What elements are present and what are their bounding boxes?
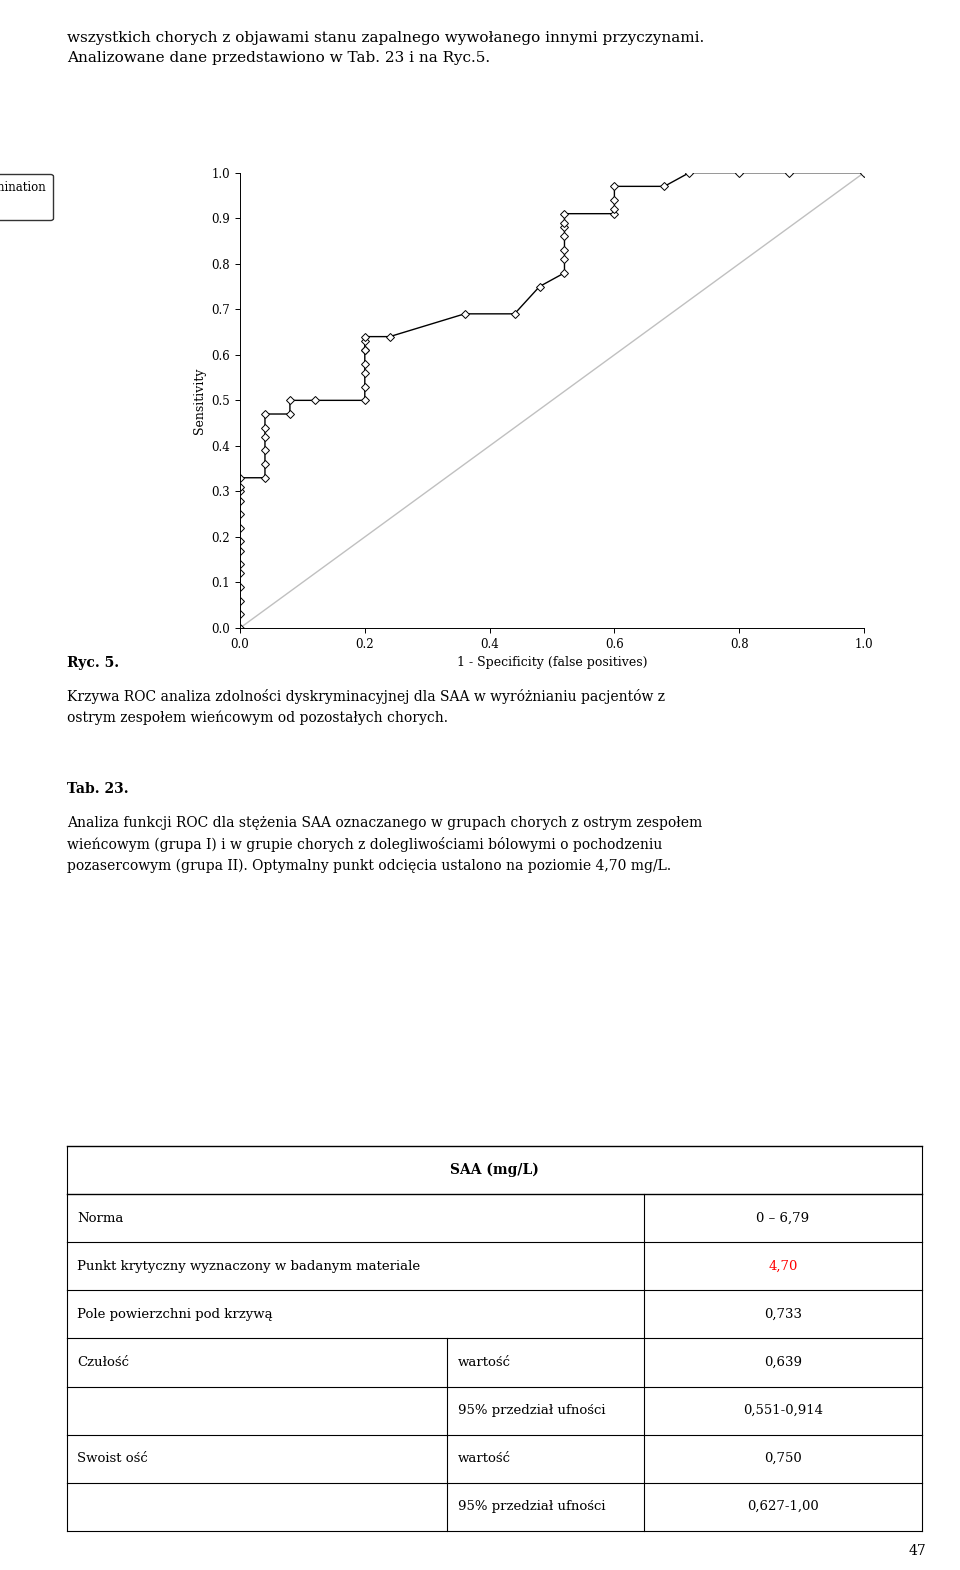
- Text: Swoist ość: Swoist ość: [78, 1452, 148, 1465]
- Text: 0 – 6,79: 0 – 6,79: [756, 1212, 809, 1225]
- Text: Pole powierzchni pod krzywą: Pole powierzchni pod krzywą: [78, 1308, 273, 1320]
- Text: 0,627-1,00: 0,627-1,00: [747, 1501, 819, 1513]
- Text: 4,70: 4,70: [768, 1259, 798, 1273]
- Text: 0,551-0,914: 0,551-0,914: [743, 1404, 823, 1418]
- Text: wartość: wartość: [458, 1356, 511, 1369]
- Text: 0,639: 0,639: [764, 1356, 802, 1369]
- Text: SAA (mg/L): SAA (mg/L): [450, 1163, 539, 1178]
- Legend: No discrimination, SAA: No discrimination, SAA: [0, 174, 53, 220]
- Text: 95% przedział ufności: 95% przedział ufności: [458, 1501, 605, 1513]
- Text: Punkt krytyczny wyznaczony w badanym materiale: Punkt krytyczny wyznaczony w badanym mat…: [78, 1259, 420, 1273]
- X-axis label: 1 - Specificity (false positives): 1 - Specificity (false positives): [457, 656, 647, 669]
- Text: Analiza funkcji ROC dla stężenia SAA oznaczanego w grupach chorych z ostrym zesp: Analiza funkcji ROC dla stężenia SAA ozn…: [67, 816, 703, 873]
- Y-axis label: Sensitivity: Sensitivity: [193, 367, 206, 433]
- Text: Czułość: Czułość: [78, 1356, 130, 1369]
- Text: Ryc. 5.: Ryc. 5.: [67, 656, 119, 670]
- Text: Norma: Norma: [78, 1212, 124, 1225]
- Text: wszystkich chorych z objawami stanu zapalnego wywołanego innymi przyczynami.
Ana: wszystkich chorych z objawami stanu zapa…: [67, 31, 705, 66]
- Text: Tab. 23.: Tab. 23.: [67, 782, 129, 796]
- Text: 95% przedział ufności: 95% przedział ufności: [458, 1404, 605, 1418]
- Text: wartość: wartość: [458, 1452, 511, 1465]
- Text: 0,733: 0,733: [764, 1308, 802, 1320]
- Text: Krzywa ROC analiza zdolności dyskryminacyjnej dla SAA w wyróżnianiu pacjentów z
: Krzywa ROC analiza zdolności dyskryminac…: [67, 689, 665, 725]
- Text: 0,750: 0,750: [764, 1452, 802, 1465]
- Text: 47: 47: [909, 1545, 926, 1557]
